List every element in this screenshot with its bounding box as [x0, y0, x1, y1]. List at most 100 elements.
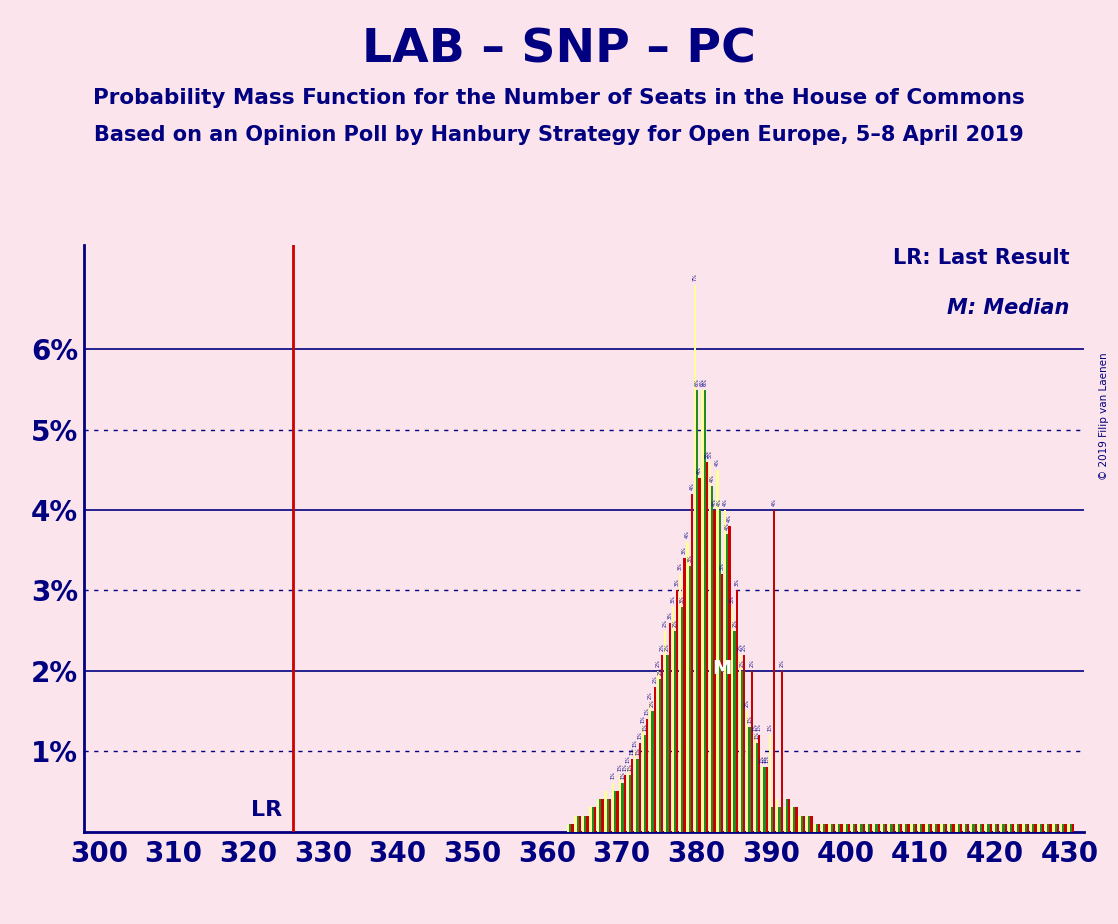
Text: 5%: 5%	[708, 450, 712, 458]
Bar	[571, 823, 574, 832]
Bar	[1023, 823, 1025, 832]
Bar	[768, 736, 770, 832]
Text: 1%: 1%	[623, 763, 627, 772]
Text: 1%: 1%	[747, 715, 752, 723]
Bar	[883, 823, 885, 832]
Text: 1%: 1%	[637, 732, 642, 739]
Bar	[569, 823, 571, 832]
Text: M: Median: M: Median	[947, 298, 1070, 318]
Text: 2%: 2%	[652, 675, 657, 683]
Bar	[1064, 823, 1067, 832]
Bar	[935, 823, 937, 832]
Bar	[873, 823, 875, 832]
Bar	[683, 558, 685, 832]
Bar	[614, 792, 616, 832]
Bar	[896, 823, 898, 832]
Bar	[836, 823, 838, 832]
Bar	[741, 671, 743, 832]
Text: 2%: 2%	[732, 619, 737, 626]
Bar	[953, 823, 955, 832]
Bar	[709, 462, 711, 832]
Bar	[627, 767, 629, 832]
Bar	[997, 823, 999, 832]
Text: 2%: 2%	[665, 643, 670, 650]
Text: 3%: 3%	[680, 595, 685, 602]
Bar	[942, 823, 945, 832]
Bar	[885, 823, 888, 832]
Bar	[1020, 823, 1022, 832]
Bar	[977, 823, 979, 832]
Bar	[761, 767, 764, 832]
Text: 1%: 1%	[618, 763, 623, 772]
Text: 1%: 1%	[765, 756, 769, 763]
Bar	[1007, 823, 1010, 832]
Bar	[987, 823, 989, 832]
Text: 4%: 4%	[771, 498, 777, 506]
Text: 2%: 2%	[672, 619, 678, 626]
Bar	[1050, 823, 1052, 832]
Bar	[1003, 823, 1005, 832]
Bar	[713, 510, 716, 832]
Text: 2%: 2%	[650, 699, 655, 707]
Text: 4%: 4%	[727, 515, 732, 522]
Bar	[748, 727, 750, 832]
Bar	[811, 816, 813, 832]
Bar	[1012, 823, 1014, 832]
Bar	[577, 816, 579, 832]
Bar	[950, 823, 953, 832]
Bar	[948, 823, 950, 832]
Bar	[816, 823, 818, 832]
Bar	[594, 808, 596, 832]
Text: 3%: 3%	[735, 578, 739, 587]
Bar	[770, 808, 773, 832]
Bar	[723, 510, 726, 832]
Bar	[589, 808, 591, 832]
Bar	[868, 823, 870, 832]
Bar	[908, 823, 910, 832]
Text: © 2019 Filip van Laenen: © 2019 Filip van Laenen	[1099, 352, 1109, 480]
Bar	[705, 462, 708, 832]
Bar	[1042, 823, 1044, 832]
Bar	[624, 775, 626, 832]
Bar	[918, 823, 920, 832]
Bar	[788, 799, 790, 832]
Bar	[786, 799, 788, 832]
Text: 4%: 4%	[690, 482, 694, 490]
Text: 4%: 4%	[717, 498, 722, 506]
Text: 1%: 1%	[627, 763, 633, 772]
Bar	[932, 823, 935, 832]
Text: 2%: 2%	[740, 659, 745, 667]
Text: Probability Mass Function for the Number of Seats in the House of Commons: Probability Mass Function for the Number…	[93, 88, 1025, 108]
Bar	[870, 823, 872, 832]
Bar	[845, 823, 847, 832]
Text: 1%: 1%	[629, 748, 635, 755]
Bar	[957, 823, 959, 832]
Bar	[743, 655, 746, 832]
Bar	[900, 823, 902, 832]
Bar	[609, 799, 612, 832]
Text: 1%: 1%	[610, 772, 615, 779]
Bar	[863, 823, 865, 832]
Bar	[622, 784, 624, 832]
Bar	[591, 808, 594, 832]
Text: 1%: 1%	[767, 723, 773, 731]
Bar	[711, 486, 713, 832]
Bar	[847, 823, 850, 832]
Bar	[575, 816, 577, 832]
Bar	[898, 823, 900, 832]
Bar	[1015, 823, 1017, 832]
Bar	[959, 823, 961, 832]
Bar	[672, 606, 674, 832]
Text: 3%: 3%	[678, 563, 683, 570]
Text: 3%: 3%	[674, 578, 680, 587]
Bar	[691, 494, 693, 832]
Bar	[851, 823, 853, 832]
Bar	[878, 823, 880, 832]
Bar	[965, 823, 967, 832]
Bar	[778, 808, 780, 832]
Bar	[985, 823, 987, 832]
Bar	[736, 590, 738, 832]
Bar	[1030, 823, 1032, 832]
Bar	[703, 390, 705, 832]
Bar	[689, 566, 691, 832]
